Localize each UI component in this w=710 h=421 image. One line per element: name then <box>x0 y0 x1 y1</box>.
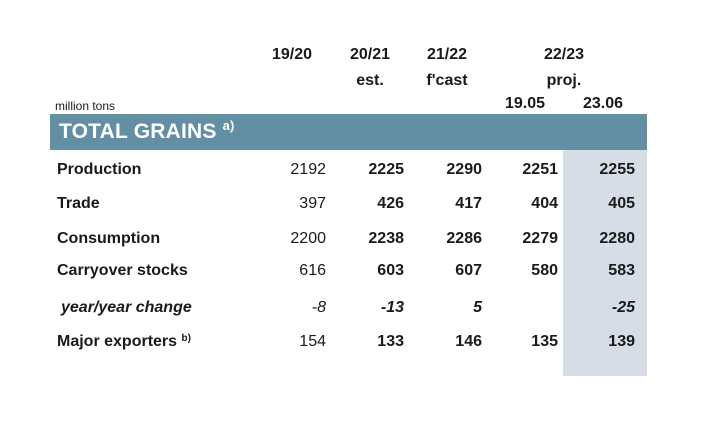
section-title-text: TOTAL GRAINS <box>59 120 217 143</box>
table-cell: 2280 <box>599 230 635 247</box>
table-cell: 5 <box>473 299 482 316</box>
row-label: Production <box>57 161 141 179</box>
table-cell: 2251 <box>522 161 558 178</box>
table-cell: 154 <box>299 333 326 350</box>
column-header-21-22: 21/22 <box>426 46 468 63</box>
table-cell: 404 <box>531 195 558 212</box>
table-cell: -13 <box>380 299 404 316</box>
table-cell: 580 <box>531 262 558 279</box>
row-label-text: Carryover stocks <box>57 262 188 279</box>
column-header-20-21: 20/21 <box>349 46 391 63</box>
column-subheader-proj: proj. <box>546 72 582 89</box>
table-cell: 616 <box>299 262 326 279</box>
row-label-text: Major exporters <box>57 333 178 350</box>
table-cell: 397 <box>299 195 326 212</box>
table-cell: 2200 <box>290 230 326 247</box>
table-cell: -8 <box>311 299 326 316</box>
table-cell: 135 <box>531 333 558 350</box>
table-cell: 146 <box>455 333 482 350</box>
row-label-text: Production <box>57 161 142 178</box>
unit-label: million tons <box>55 99 116 113</box>
row-label: Trade <box>57 195 100 213</box>
table-cell: 2225 <box>368 161 404 178</box>
column-subheader-fcast: f'cast <box>426 72 468 89</box>
table-cell: 417 <box>455 195 482 212</box>
table-cell: 583 <box>608 262 635 279</box>
section-band: TOTAL GRAINS a) <box>50 114 647 150</box>
row-label-text: Consumption <box>57 230 161 247</box>
table-cell: 2286 <box>446 230 482 247</box>
table-cell: 426 <box>377 195 404 212</box>
table-cell: 2279 <box>522 230 558 247</box>
table-cell: 133 <box>377 333 404 350</box>
column-header-19-05: 19.05 <box>504 95 546 112</box>
row-label-text: Trade <box>57 195 100 212</box>
column-subheader-est: est. <box>356 72 384 89</box>
row-label: year/year change <box>61 299 192 317</box>
column-header-19-20: 19/20 <box>271 46 313 63</box>
section-title: TOTAL GRAINS a) <box>59 118 235 144</box>
table-cell: 405 <box>608 195 635 212</box>
column-header-22-23: 22/23 <box>543 46 585 63</box>
current-projection-column-highlight <box>563 150 647 376</box>
row-label: Consumption <box>57 230 160 248</box>
table-cell: 2290 <box>446 161 482 178</box>
table-cell: -25 <box>611 299 635 316</box>
table-cell: 607 <box>455 262 482 279</box>
row-label: Carryover stocks <box>57 262 188 280</box>
table-cell: 2192 <box>290 161 326 178</box>
column-header-23-06: 23.06 <box>582 95 624 112</box>
row-label-footnote: b) <box>181 333 191 344</box>
table-cell: 139 <box>608 333 635 350</box>
row-label: Major exporters b) <box>57 333 191 351</box>
section-title-footnote: a) <box>222 118 235 133</box>
row-label-text: year/year change <box>61 299 192 316</box>
table-cell: 2255 <box>599 161 635 178</box>
table-cell: 2238 <box>368 230 404 247</box>
table-cell: 603 <box>377 262 404 279</box>
